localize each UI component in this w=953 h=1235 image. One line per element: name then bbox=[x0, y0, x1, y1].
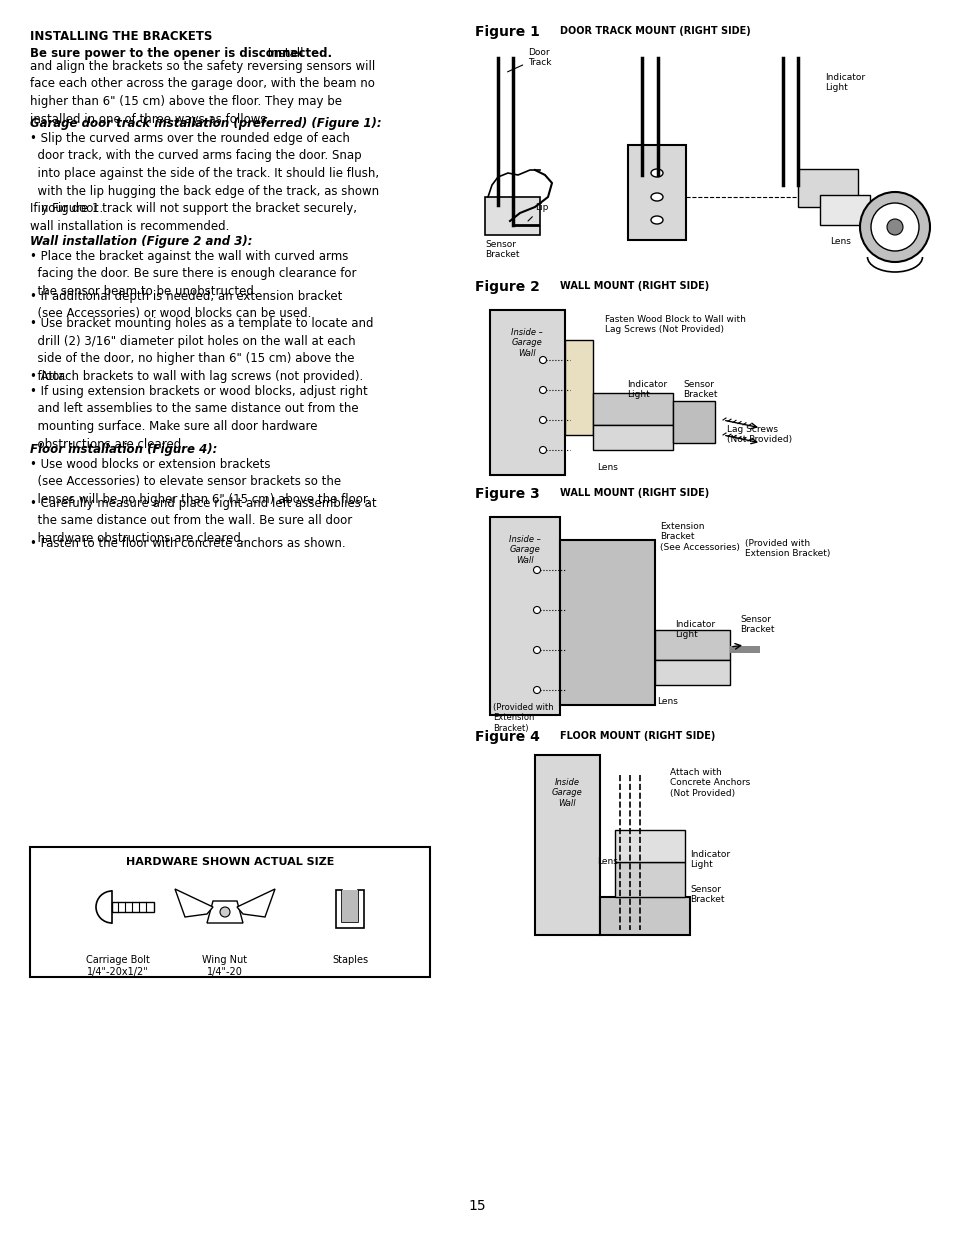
Circle shape bbox=[220, 906, 230, 918]
Bar bbox=[490, 517, 559, 715]
Text: Staples: Staples bbox=[332, 955, 368, 965]
Bar bbox=[564, 340, 593, 435]
Text: 15: 15 bbox=[468, 1199, 485, 1213]
Bar bbox=[559, 540, 655, 705]
Text: (Provided with
Extension
Bracket): (Provided with Extension Bracket) bbox=[493, 703, 553, 732]
Bar bbox=[615, 830, 684, 862]
Text: Indicator
Light: Indicator Light bbox=[689, 850, 729, 869]
Text: Inside –
Garage
Wall: Inside – Garage Wall bbox=[509, 535, 540, 564]
Text: • Fasten to the floor with concrete anchors as shown.: • Fasten to the floor with concrete anch… bbox=[30, 537, 345, 550]
Text: Extension
Bracket
(See Accessories): Extension Bracket (See Accessories) bbox=[659, 522, 740, 552]
Polygon shape bbox=[341, 890, 357, 923]
Text: Sensor
Bracket: Sensor Bracket bbox=[682, 380, 717, 399]
Circle shape bbox=[533, 646, 540, 653]
Text: Lens: Lens bbox=[597, 463, 618, 472]
Bar bbox=[593, 393, 672, 425]
Circle shape bbox=[859, 191, 929, 262]
FancyBboxPatch shape bbox=[484, 198, 539, 235]
Circle shape bbox=[533, 567, 540, 573]
Text: Wall installation (Figure 2 and 3):: Wall installation (Figure 2 and 3): bbox=[30, 235, 253, 248]
Text: INSTALLING THE BRACKETS: INSTALLING THE BRACKETS bbox=[30, 30, 213, 43]
Text: • Slip the curved arms over the rounded edge of each
  door track, with the curv: • Slip the curved arms over the rounded … bbox=[30, 132, 378, 215]
Bar bbox=[535, 755, 599, 935]
Text: • Attach brackets to wall with lag screws (not provided).: • Attach brackets to wall with lag screw… bbox=[30, 370, 363, 383]
Text: Door
Track: Door Track bbox=[507, 48, 551, 72]
Text: Install: Install bbox=[264, 47, 303, 61]
Text: Figure 3: Figure 3 bbox=[475, 487, 539, 501]
Text: Lens: Lens bbox=[597, 857, 618, 866]
Polygon shape bbox=[335, 890, 364, 927]
Bar bbox=[490, 310, 564, 475]
Circle shape bbox=[533, 687, 540, 694]
Text: Inside –
Garage
Wall: Inside – Garage Wall bbox=[511, 329, 542, 358]
Circle shape bbox=[539, 387, 546, 394]
Text: WALL MOUNT (RIGHT SIDE): WALL MOUNT (RIGHT SIDE) bbox=[559, 488, 708, 498]
Text: Lens: Lens bbox=[829, 237, 850, 246]
Text: • Use bracket mounting holes as a template to locate and
  drill (2) 3/16" diame: • Use bracket mounting holes as a templa… bbox=[30, 317, 374, 383]
Text: Indicator
Light: Indicator Light bbox=[675, 620, 715, 640]
Circle shape bbox=[539, 416, 546, 424]
Text: WALL MOUNT (RIGHT SIDE): WALL MOUNT (RIGHT SIDE) bbox=[559, 282, 708, 291]
Polygon shape bbox=[207, 902, 243, 923]
Text: Lens: Lens bbox=[657, 697, 678, 706]
Text: HARDWARE SHOWN ACTUAL SIZE: HARDWARE SHOWN ACTUAL SIZE bbox=[126, 857, 334, 867]
Bar bbox=[627, 144, 685, 240]
Bar bbox=[599, 897, 689, 935]
Text: Floor installation (Figure 4):: Floor installation (Figure 4): bbox=[30, 443, 217, 456]
Text: If your door track will not support the bracket securely,
wall installation is r: If your door track will not support the … bbox=[30, 203, 356, 232]
Text: Sensor
Bracket: Sensor Bracket bbox=[484, 240, 519, 259]
Text: • Use wood blocks or extension brackets
  (see Accessories) to elevate sensor br: • Use wood blocks or extension brackets … bbox=[30, 458, 370, 506]
Circle shape bbox=[870, 203, 918, 251]
Text: Be sure power to the opener is disconnected.: Be sure power to the opener is disconnec… bbox=[30, 47, 332, 61]
Ellipse shape bbox=[650, 169, 662, 177]
Text: Carriage Bolt
1/4"-20x1/2": Carriage Bolt 1/4"-20x1/2" bbox=[86, 955, 150, 977]
Text: Wing Nut
1/4"-20: Wing Nut 1/4"-20 bbox=[202, 955, 247, 977]
Polygon shape bbox=[236, 889, 274, 918]
Text: Lag Screws
(Not Provided): Lag Screws (Not Provided) bbox=[726, 425, 791, 445]
Circle shape bbox=[533, 606, 540, 614]
Bar bbox=[655, 659, 729, 685]
Text: Inside
Garage
Wall: Inside Garage Wall bbox=[551, 778, 581, 808]
Text: Figure 1: Figure 1 bbox=[475, 25, 539, 40]
Text: DOOR TRACK MOUNT (RIGHT SIDE): DOOR TRACK MOUNT (RIGHT SIDE) bbox=[559, 26, 750, 36]
Text: Indicator
Light: Indicator Light bbox=[824, 73, 864, 93]
Ellipse shape bbox=[650, 193, 662, 201]
Bar bbox=[593, 425, 672, 450]
Ellipse shape bbox=[650, 216, 662, 224]
Circle shape bbox=[539, 447, 546, 453]
Circle shape bbox=[539, 357, 546, 363]
Text: Attach with
Concrete Anchors
(Not Provided): Attach with Concrete Anchors (Not Provid… bbox=[669, 768, 749, 798]
Text: FLOOR MOUNT (RIGHT SIDE): FLOOR MOUNT (RIGHT SIDE) bbox=[559, 731, 715, 741]
Text: • If using extension brackets or wood blocks, adjust right
  and left assemblies: • If using extension brackets or wood bl… bbox=[30, 385, 367, 451]
Bar bbox=[30, 847, 430, 977]
Text: and align the brackets so the safety reversing sensors will
face each other acro: and align the brackets so the safety rev… bbox=[30, 61, 375, 126]
Bar bbox=[655, 630, 729, 659]
Polygon shape bbox=[174, 889, 213, 918]
Bar bbox=[615, 862, 684, 897]
Text: Fasten Wood Block to Wall with
Lag Screws (Not Provided): Fasten Wood Block to Wall with Lag Screw… bbox=[604, 315, 745, 335]
Text: Sensor
Bracket: Sensor Bracket bbox=[740, 615, 774, 635]
Text: (Provided with
Extension Bracket): (Provided with Extension Bracket) bbox=[744, 538, 829, 558]
Circle shape bbox=[886, 219, 902, 235]
Bar bbox=[820, 195, 869, 225]
Text: Indicator
Light: Indicator Light bbox=[626, 380, 666, 399]
Text: Figure 4: Figure 4 bbox=[475, 730, 539, 743]
Bar bbox=[112, 902, 153, 911]
Text: • Carefully measure and place right and left assemblies at
  the same distance o: • Carefully measure and place right and … bbox=[30, 496, 376, 545]
Text: Garage door track installation (preferred) (Figure 1):: Garage door track installation (preferre… bbox=[30, 117, 381, 130]
Text: Lip: Lip bbox=[527, 203, 548, 221]
Text: Sensor
Bracket: Sensor Bracket bbox=[689, 885, 723, 904]
Text: Figure 2: Figure 2 bbox=[475, 280, 539, 294]
Text: • Place the bracket against the wall with curved arms
  facing the door. Be sure: • Place the bracket against the wall wit… bbox=[30, 249, 356, 298]
Bar bbox=[672, 401, 714, 443]
Text: • If additional depth is needed, an extension bracket
  (see Accessories) or woo: • If additional depth is needed, an exte… bbox=[30, 290, 342, 321]
Bar bbox=[729, 646, 760, 653]
Bar bbox=[797, 169, 857, 207]
